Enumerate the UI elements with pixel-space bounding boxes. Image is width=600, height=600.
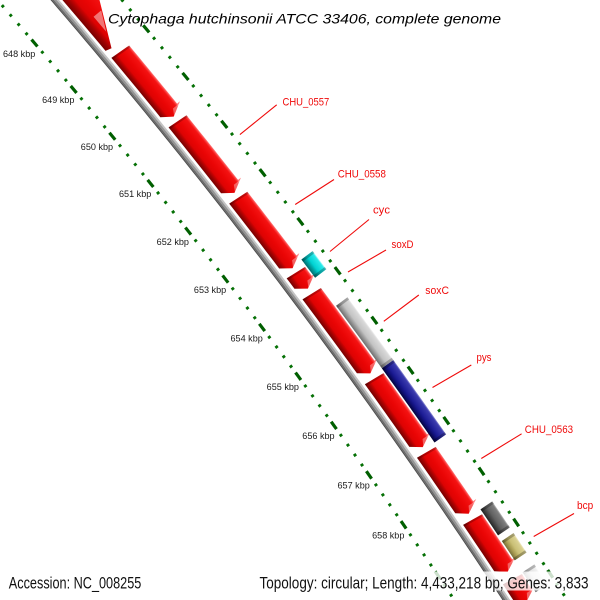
svg-text:bcp: bcp bbox=[577, 500, 593, 512]
svg-text:soxD: soxD bbox=[392, 239, 414, 251]
svg-text:651 kbp: 651 kbp bbox=[119, 189, 151, 199]
svg-text:655 kbp: 655 kbp bbox=[267, 382, 299, 392]
svg-text:cyc: cyc bbox=[373, 205, 391, 217]
svg-text:Topology: circular; Length: 4,: Topology: circular; Length: 4,433,218 bp… bbox=[260, 574, 589, 592]
svg-text:650 kbp: 650 kbp bbox=[81, 142, 113, 152]
svg-text:654 kbp: 654 kbp bbox=[231, 333, 263, 343]
svg-text:CHU_0558: CHU_0558 bbox=[338, 169, 386, 181]
svg-text:652 kbp: 652 kbp bbox=[157, 237, 189, 247]
svg-text:648 kbp: 648 kbp bbox=[3, 49, 35, 59]
svg-text:656 kbp: 656 kbp bbox=[302, 431, 334, 441]
svg-text:653 kbp: 653 kbp bbox=[194, 285, 226, 295]
svg-text:658 kbp: 658 kbp bbox=[372, 531, 404, 541]
svg-text:CHU_0563: CHU_0563 bbox=[525, 424, 573, 436]
svg-text:Accession: NC_008255: Accession: NC_008255 bbox=[9, 574, 142, 592]
svg-text:Cytophaga hutchinsonii ATCC 33: Cytophaga hutchinsonii ATCC 33406, compl… bbox=[108, 10, 501, 26]
svg-text:soxC: soxC bbox=[425, 285, 449, 297]
svg-text:pys: pys bbox=[477, 352, 492, 364]
svg-text:649 kbp: 649 kbp bbox=[42, 95, 74, 105]
svg-text:CHU_0557: CHU_0557 bbox=[283, 96, 330, 108]
svg-text:657 kbp: 657 kbp bbox=[338, 481, 370, 491]
